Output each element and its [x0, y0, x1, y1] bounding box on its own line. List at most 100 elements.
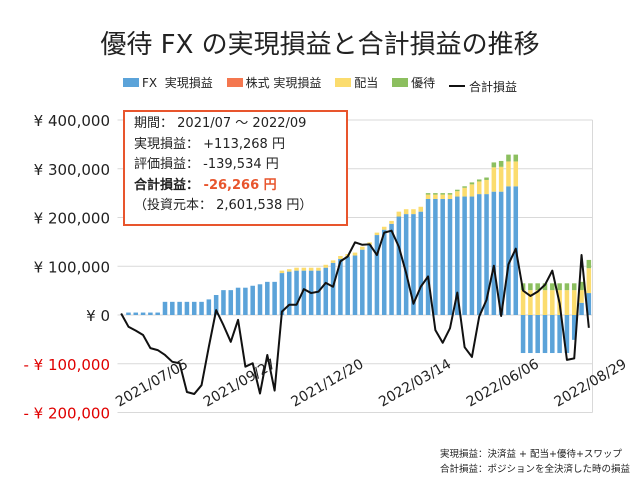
- bar-segment: [484, 179, 489, 195]
- y-tick-label: ¥ 0: [86, 307, 110, 325]
- bar-segment: [476, 179, 482, 182]
- bar-segment: [535, 315, 540, 354]
- bar-segment: [528, 283, 533, 291]
- bar-segment: [228, 290, 234, 315]
- bar-segment: [162, 301, 168, 315]
- bar-segment: [462, 187, 467, 197]
- bar-segment: [294, 270, 299, 315]
- bar-segment: [235, 287, 241, 315]
- bar-segment: [571, 283, 577, 291]
- realized-row: 実現損益： +113,268 円: [134, 135, 346, 156]
- bar-segment: [352, 252, 358, 256]
- bar-segment: [374, 235, 380, 315]
- bar-segment: [506, 154, 511, 162]
- bar-segment: [528, 315, 533, 354]
- legend-label: 配当: [354, 76, 379, 90]
- legend-label: FX 実現損益: [142, 76, 213, 90]
- bar-segment: [206, 299, 212, 315]
- bar-segment: [498, 160, 504, 167]
- x-tick-label: 2021/12/20: [289, 356, 367, 410]
- legend-item-stock: 株式 実現損益: [226, 74, 322, 91]
- realized-label: 実現損益：: [134, 136, 200, 152]
- bar-segment: [440, 193, 445, 195]
- bar-segment: [571, 315, 577, 340]
- bar-segment: [469, 196, 475, 315]
- bar-segment: [528, 290, 533, 315]
- x-tick-label: 2022/03/14: [376, 356, 454, 410]
- bar-segment: [316, 270, 321, 315]
- y-tick-label: ¥ 200,000: [34, 210, 110, 228]
- legend-label: 株式 実現損益: [245, 76, 322, 90]
- bar-segment: [367, 244, 372, 315]
- bar-segment: [389, 220, 394, 224]
- footnotes: 実現損益：決済益 + 配当+優待+スワップ 合計損益：ポジションを全決済した時の…: [440, 447, 630, 477]
- principal-row: （投資元本： 2,601,538 円）: [134, 196, 346, 217]
- bar-segment: [323, 264, 329, 268]
- legend-item-fx: FX 実現損益: [123, 74, 213, 91]
- bar-segment: [433, 193, 438, 195]
- bar-segment: [286, 269, 292, 272]
- bar-segment: [476, 181, 482, 195]
- bar-segment: [491, 191, 497, 315]
- bar-segment: [513, 161, 519, 187]
- bar-segment: [360, 249, 365, 315]
- legend-swatch: [226, 78, 243, 87]
- bar-segment: [425, 194, 431, 199]
- y-tick-label: ¥ 100,000: [34, 258, 110, 276]
- bar-segment: [184, 301, 190, 315]
- y-tick-label: - ¥ 100,000: [23, 356, 110, 374]
- bar-segment: [513, 154, 519, 162]
- bar-segment: [491, 162, 497, 168]
- bar-segment: [170, 301, 175, 315]
- bar-segment: [564, 283, 570, 291]
- bar-segment: [352, 255, 358, 315]
- bar-segment: [586, 293, 592, 315]
- bar-segment: [579, 302, 584, 315]
- unrealized-label: 評価損益：: [134, 157, 200, 172]
- bar-segment: [148, 312, 153, 315]
- bar-segment: [323, 267, 329, 315]
- y-tick-label: ¥ 400,000: [34, 112, 110, 130]
- bar-segment: [199, 301, 204, 315]
- bar-segment: [425, 198, 431, 315]
- bar-segment: [498, 191, 504, 315]
- bar-segment: [191, 301, 197, 315]
- bar-segment: [411, 214, 416, 315]
- bar-segment: [294, 267, 299, 271]
- bar-segment: [316, 267, 321, 271]
- bar-segment: [506, 161, 511, 187]
- bar-segment: [257, 284, 263, 315]
- period-value: 2021/07 ～ 2022/09: [177, 116, 307, 131]
- bar-segment: [301, 267, 307, 271]
- bar-segment: [403, 214, 409, 315]
- bar-segment: [418, 211, 424, 315]
- bar-segment: [542, 315, 548, 354]
- footnote-realized: 実現損益：決済益 + 配当+優待+スワップ: [439, 449, 622, 460]
- total-pl-line: [120, 229, 590, 395]
- bar-segment: [155, 312, 160, 315]
- bar-segment: [564, 315, 570, 354]
- legend-item-dividend: 配当: [335, 74, 378, 91]
- bar-segment: [133, 312, 139, 315]
- bar-segment: [462, 186, 467, 188]
- bar-segment: [542, 290, 548, 315]
- bar-segment: [243, 287, 248, 315]
- bar-segment: [469, 182, 475, 185]
- bar-segment: [535, 290, 540, 315]
- bar-segment: [579, 290, 584, 303]
- x-tick-label: 2022/06/06: [464, 356, 542, 410]
- bar-segment: [440, 198, 445, 315]
- legend: FX 実現損益 株式 実現損益 配当 優待 合計損益: [0, 74, 640, 95]
- bar-segment: [557, 315, 562, 354]
- x-tick-label: 2021/07/05: [113, 356, 191, 410]
- total-value: -26,266 円: [203, 177, 277, 193]
- bar-segment: [265, 281, 270, 315]
- legend-swatch: [392, 78, 409, 87]
- bar-segment: [564, 290, 570, 315]
- bar-segment: [506, 186, 511, 315]
- footnote-total: 合計損益：ポジションを全決済した時の損益: [439, 464, 630, 475]
- legend-label: 合計損益: [468, 79, 517, 94]
- total-label: 合計損益：: [134, 177, 200, 193]
- legend-item-total: 合計損益: [448, 78, 517, 95]
- x-tick-label: 2021/09/27: [201, 356, 279, 410]
